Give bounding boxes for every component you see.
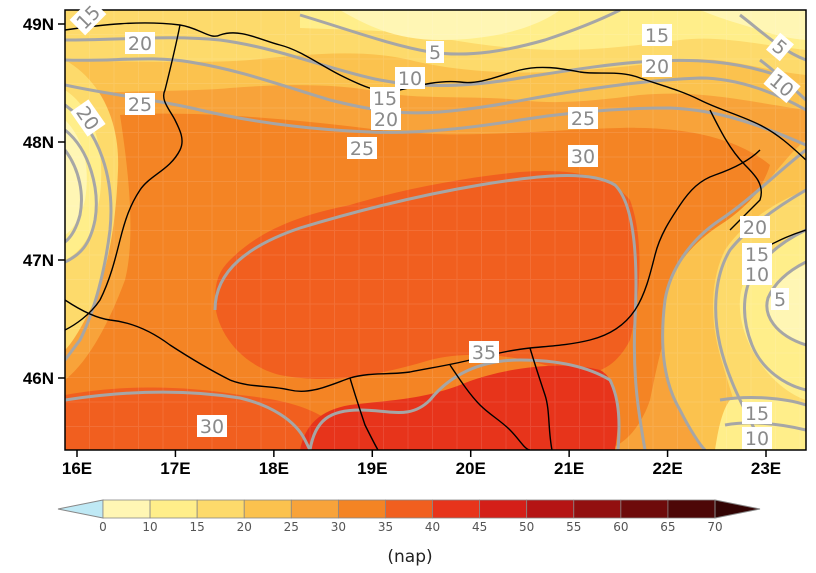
contour-label: 30 (197, 415, 227, 438)
contour-label: 5 (426, 41, 444, 64)
svg-text:30: 30 (200, 416, 224, 438)
contour-label: 25 (125, 93, 155, 116)
colorbar-tick-label: 20 (237, 520, 252, 534)
lon-tick-label: 23E (751, 459, 781, 478)
colorbar-tick-label: 25 (284, 520, 299, 534)
colorbar-swatch (243, 499, 292, 519)
colorbar-swatch (573, 499, 622, 519)
svg-text:30: 30 (571, 146, 595, 168)
contour-label: 15 (742, 243, 772, 266)
colorbar-swatch (432, 499, 481, 519)
colorbar-swatch (102, 499, 151, 519)
contour-label: 15 (642, 24, 672, 47)
colorbar-left-arrow (57, 499, 104, 519)
lon-tick-label: 18E (259, 459, 289, 478)
contour-label: 20 (642, 55, 672, 78)
map-frame (64, 9, 807, 451)
lon-tick-label: 19E (357, 459, 387, 478)
svg-text:15: 15 (373, 88, 397, 110)
colorbar-tick-label: 65 (660, 520, 675, 534)
colorbar-tick-label: 50 (519, 520, 534, 534)
contour-label: 10 (742, 263, 772, 286)
colorbar: 0 10 15 20 25 30 35 40 45 50 55 60 65 70 (57, 499, 761, 534)
svg-text:15: 15 (745, 244, 769, 266)
country-borders (65, 22, 806, 450)
colorbar-right-arrow (714, 499, 761, 519)
contour-label: 20 (125, 32, 155, 55)
svg-text:20: 20 (645, 56, 669, 78)
colorbar-tick-label: 10 (142, 520, 157, 534)
latitude-axis: 49N 48N 47N 46N (23, 15, 65, 388)
lon-tick-label: 21E (554, 459, 584, 478)
contour-label: 10 (742, 427, 772, 450)
colorbar-swatch (526, 499, 575, 519)
lon-tick-label: 22E (652, 459, 682, 478)
lat-tick-label: 46N (23, 369, 54, 388)
svg-text:10: 10 (745, 428, 769, 450)
colorbar-tick-label: 60 (613, 520, 628, 534)
svg-text:35: 35 (472, 342, 496, 364)
colorbar-tick-label: 45 (472, 520, 487, 534)
lat-tick-label: 47N (23, 251, 54, 270)
svg-text:20: 20 (743, 217, 767, 239)
colorbar-swatch (290, 499, 339, 519)
svg-text:5: 5 (774, 289, 786, 311)
svg-text:20: 20 (374, 109, 398, 131)
contour-label: 15 (370, 87, 400, 110)
svg-text:25: 25 (571, 108, 595, 130)
colorbar-tick-label: 35 (378, 520, 393, 534)
colorbar-tick-label: 70 (707, 520, 722, 534)
lat-tick-label: 49N (23, 15, 54, 34)
longitude-axis: 16E 17E 18E 19E 20E 21E 22E 23E (62, 450, 781, 478)
colorbar-swatch (149, 499, 198, 519)
colorbar-swatch (385, 499, 433, 519)
contour-label: 5 (766, 32, 794, 62)
colorbar-swatch (337, 499, 386, 519)
colorbar-unit-label: (nap) (387, 547, 432, 567)
contour-label: 5 (771, 288, 789, 311)
colorbar-swatch (667, 499, 716, 519)
colorbar-tick-label: 55 (566, 520, 581, 534)
svg-text:25: 25 (350, 138, 374, 160)
colorbar-tick-label: 30 (331, 520, 346, 534)
contour-label: 20 (371, 108, 401, 131)
lat-tick-label: 48N (23, 133, 54, 152)
lon-tick-label: 17E (160, 459, 190, 478)
svg-text:10: 10 (745, 264, 769, 286)
map-field (65, 10, 806, 450)
contour-label: 25 (568, 107, 598, 130)
svg-text:5: 5 (429, 42, 441, 64)
contour-label: 15 (742, 402, 772, 425)
colorbar-tick-label: 40 (425, 520, 440, 534)
svg-text:20: 20 (128, 33, 152, 55)
colorbar-swatch (196, 499, 245, 519)
colorbar-tick-label: 0 (99, 520, 107, 534)
svg-text:15: 15 (645, 25, 669, 47)
colorbar-swatch (620, 499, 669, 519)
colorbar-swatch (479, 499, 528, 519)
contour-label: 20 (740, 216, 770, 239)
contour-label: 35 (469, 341, 499, 364)
contour-label: 10 (395, 67, 425, 90)
lon-tick-label: 20E (456, 459, 486, 478)
svg-text:10: 10 (398, 68, 422, 90)
svg-text:15: 15 (745, 403, 769, 425)
svg-text:25: 25 (128, 94, 152, 116)
colorbar-tick-label: 15 (190, 520, 205, 534)
lon-tick-label: 16E (62, 459, 92, 478)
contour-label: 30 (568, 145, 598, 168)
contour-label: 25 (347, 137, 377, 160)
